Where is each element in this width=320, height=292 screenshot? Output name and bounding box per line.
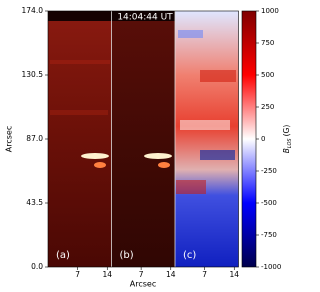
colorbar-label: BLOS(G) <box>282 125 293 154</box>
colorbar-tick-label: -1000 <box>261 263 281 271</box>
colorbar-tick-label: -250 <box>261 167 277 175</box>
panel-label: (b) <box>120 250 134 261</box>
colorbar-tick-label: 0 <box>261 135 265 143</box>
colorbar-subscript: LOS <box>287 138 293 149</box>
colorbar-symbol: B <box>282 148 291 153</box>
y-tick-label: 0.0 <box>31 262 43 271</box>
timestamp: 14:04:44 UT <box>117 13 173 23</box>
colorbar-tick-label: 250 <box>261 103 274 111</box>
x-tick-label: 7 <box>202 270 207 279</box>
colorbar-tick-label: -500 <box>261 199 277 207</box>
panel-label: (c) <box>183 250 196 261</box>
colorbar-tick-label: 500 <box>261 71 274 79</box>
colorbar-unit: (G) <box>282 125 291 137</box>
y-axis-label: Arcsec <box>5 126 14 152</box>
colorbar-tick-label: -750 <box>261 231 277 239</box>
x-tick-label: 14 <box>102 270 112 279</box>
x-tick-label: 14 <box>229 270 239 279</box>
colorbar-tick-label: 750 <box>261 39 274 47</box>
panel-label: (a) <box>56 250 70 261</box>
x-tick-label: 7 <box>139 270 144 279</box>
x-tick-label: 14 <box>166 270 176 279</box>
y-tick-label: 174.0 <box>22 6 44 15</box>
colorbar <box>241 10 257 268</box>
figure: 14:04:44 UT Arcsec Arcsec BLOS(G) 0.0 43.… <box>5 6 293 289</box>
y-tick-label: 43.5 <box>26 198 43 207</box>
colorbar-tick-label: 1000 <box>261 7 279 15</box>
x-axis-label: Arcsec <box>130 280 156 289</box>
y-tick-label: 87.0 <box>26 134 43 143</box>
panel-a-image <box>48 11 112 267</box>
panel-b-image <box>111 11 175 267</box>
y-tick-label: 130.5 <box>22 70 44 79</box>
panel-c-image <box>175 11 239 267</box>
x-tick-label: 7 <box>75 270 80 279</box>
